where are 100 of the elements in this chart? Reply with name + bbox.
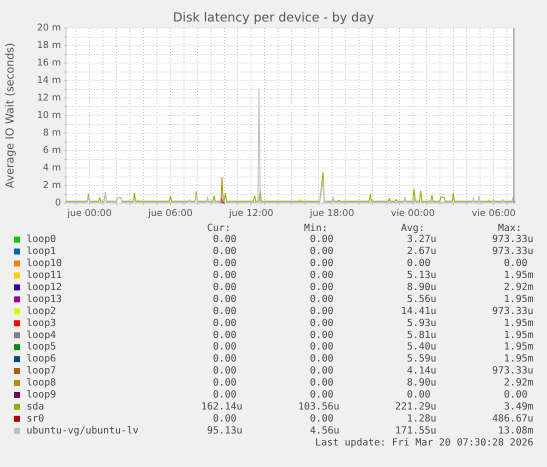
text: 4.14u: [406, 366, 436, 377]
text: Cur:: [207, 223, 231, 234]
legend-label: loop13: [26, 294, 62, 305]
text: 5.81u: [406, 330, 436, 341]
y-tick-label: 0: [55, 197, 62, 208]
legend-label: loop9: [26, 390, 56, 401]
text: 0.00: [504, 258, 528, 270]
text: 8.90u: [406, 378, 436, 389]
text: 0.00: [310, 413, 334, 424]
text: 1.28u: [406, 413, 436, 424]
legend-label: sda: [26, 401, 44, 412]
legend-label: loop5: [26, 342, 56, 353]
text: 0.00: [406, 258, 431, 270]
text: 0.00: [310, 342, 334, 353]
text: Min:: [304, 223, 328, 234]
text: 2.67u: [406, 246, 436, 258]
text: 171.55u: [395, 425, 436, 436]
text: 0.00: [310, 306, 334, 317]
text: 3.49m: [504, 401, 534, 412]
chart-title: Disk latency per device - by day: [172, 9, 375, 24]
legend-label: sr0: [26, 413, 44, 424]
x-tick-label: jue 06:00: [147, 208, 193, 220]
text: 0.00: [310, 390, 334, 401]
legend-label: loop3: [26, 318, 56, 329]
text: 1.95m: [504, 330, 534, 341]
y-tick-label: 14 m: [36, 74, 61, 86]
text: 0.00: [212, 390, 237, 401]
text: 5.59u: [406, 354, 436, 365]
text: 5.13u: [406, 270, 436, 282]
text: 0.00: [310, 294, 334, 305]
x-tick-label: vie 06:00: [472, 208, 516, 220]
x-tick-label: jue 00:00: [66, 208, 112, 220]
text: 1.95m: [504, 270, 534, 282]
y-tick-label: 8 m: [42, 127, 61, 138]
text: 4.56u: [310, 425, 340, 436]
text: 1.95m: [504, 342, 534, 353]
y-tick-label: 18 m: [36, 40, 61, 51]
text: 0.00: [310, 330, 334, 341]
text: 0.00: [310, 282, 334, 293]
text: 0.00: [212, 342, 237, 353]
y-tick-label: 12 m: [36, 92, 61, 104]
text: 5.40u: [406, 342, 436, 353]
x-tick-label: vie 00:00: [390, 208, 435, 220]
text: 0.00: [212, 234, 237, 246]
text: 0.00: [310, 378, 334, 389]
legend-label: loop6: [26, 354, 56, 365]
text: 2.92m: [504, 282, 534, 293]
text: 973.33u: [492, 306, 534, 317]
legend-label: loop0: [26, 234, 56, 246]
legend-label: loop10: [26, 258, 62, 270]
text: 0.00: [212, 282, 237, 293]
text: 486.67u: [492, 413, 534, 424]
legend-label: loop2: [26, 306, 56, 317]
text: 2.92m: [504, 378, 534, 389]
text: 0.00: [212, 330, 237, 341]
text: 14.41u: [401, 306, 436, 317]
y-tick-label: 6 m: [42, 144, 61, 156]
y-tick-label: 4 m: [42, 162, 61, 174]
text: 0.00: [212, 306, 237, 317]
text: 1.95m: [504, 318, 534, 329]
y-tick-label: 10 m: [36, 110, 61, 121]
text: 0.00: [212, 378, 237, 389]
x-tick-label: jue 18:00: [308, 208, 354, 220]
text: Last update: Fri Mar 20 07:30:28 2026: [315, 437, 534, 448]
legend-label: ubuntu-vg/ubuntu-lv: [26, 425, 139, 436]
text: 0.00: [212, 366, 237, 377]
legend-label: loop11: [26, 270, 62, 282]
text: 0.00: [212, 318, 237, 329]
text: 1.95m: [504, 354, 534, 365]
text: 0.00: [310, 270, 334, 282]
text: 0.00: [310, 234, 334, 246]
x-tick-label: jue 12:00: [228, 208, 274, 220]
text: 0.00: [212, 270, 237, 282]
legend-label: loop8: [26, 378, 56, 389]
text: 0.00: [310, 366, 334, 377]
text: 13.08m: [498, 425, 534, 436]
text: 0.00: [310, 318, 334, 329]
text: 8.90u: [406, 282, 436, 293]
text: 0.00: [212, 258, 237, 270]
text: 103.56u: [298, 401, 340, 412]
text: 0.00: [212, 413, 237, 424]
legend-label: loop12: [26, 282, 62, 293]
text: 3.27u: [406, 234, 436, 246]
text: 0.00: [406, 390, 431, 401]
legend-label: loop4: [26, 330, 56, 341]
text: 973.33u: [492, 246, 534, 258]
y-tick-label: 16 m: [36, 57, 61, 68]
text: 162.14u: [201, 401, 242, 412]
text: 973.33u: [492, 366, 534, 377]
y-tick-label: 2 m: [42, 180, 61, 191]
text: 0.00: [212, 354, 237, 365]
text: 0.00: [310, 246, 334, 258]
legend-label: loop7: [26, 366, 56, 377]
text: 5.93u: [406, 318, 436, 329]
y-axis-title: Average IO Wait (seconds): [3, 42, 16, 188]
text: 0.00: [212, 246, 237, 258]
text: 5.56u: [406, 294, 436, 305]
text: 1.95m: [504, 294, 534, 305]
y-tick-label: 20 m: [36, 22, 61, 34]
text: Max:: [498, 223, 522, 234]
